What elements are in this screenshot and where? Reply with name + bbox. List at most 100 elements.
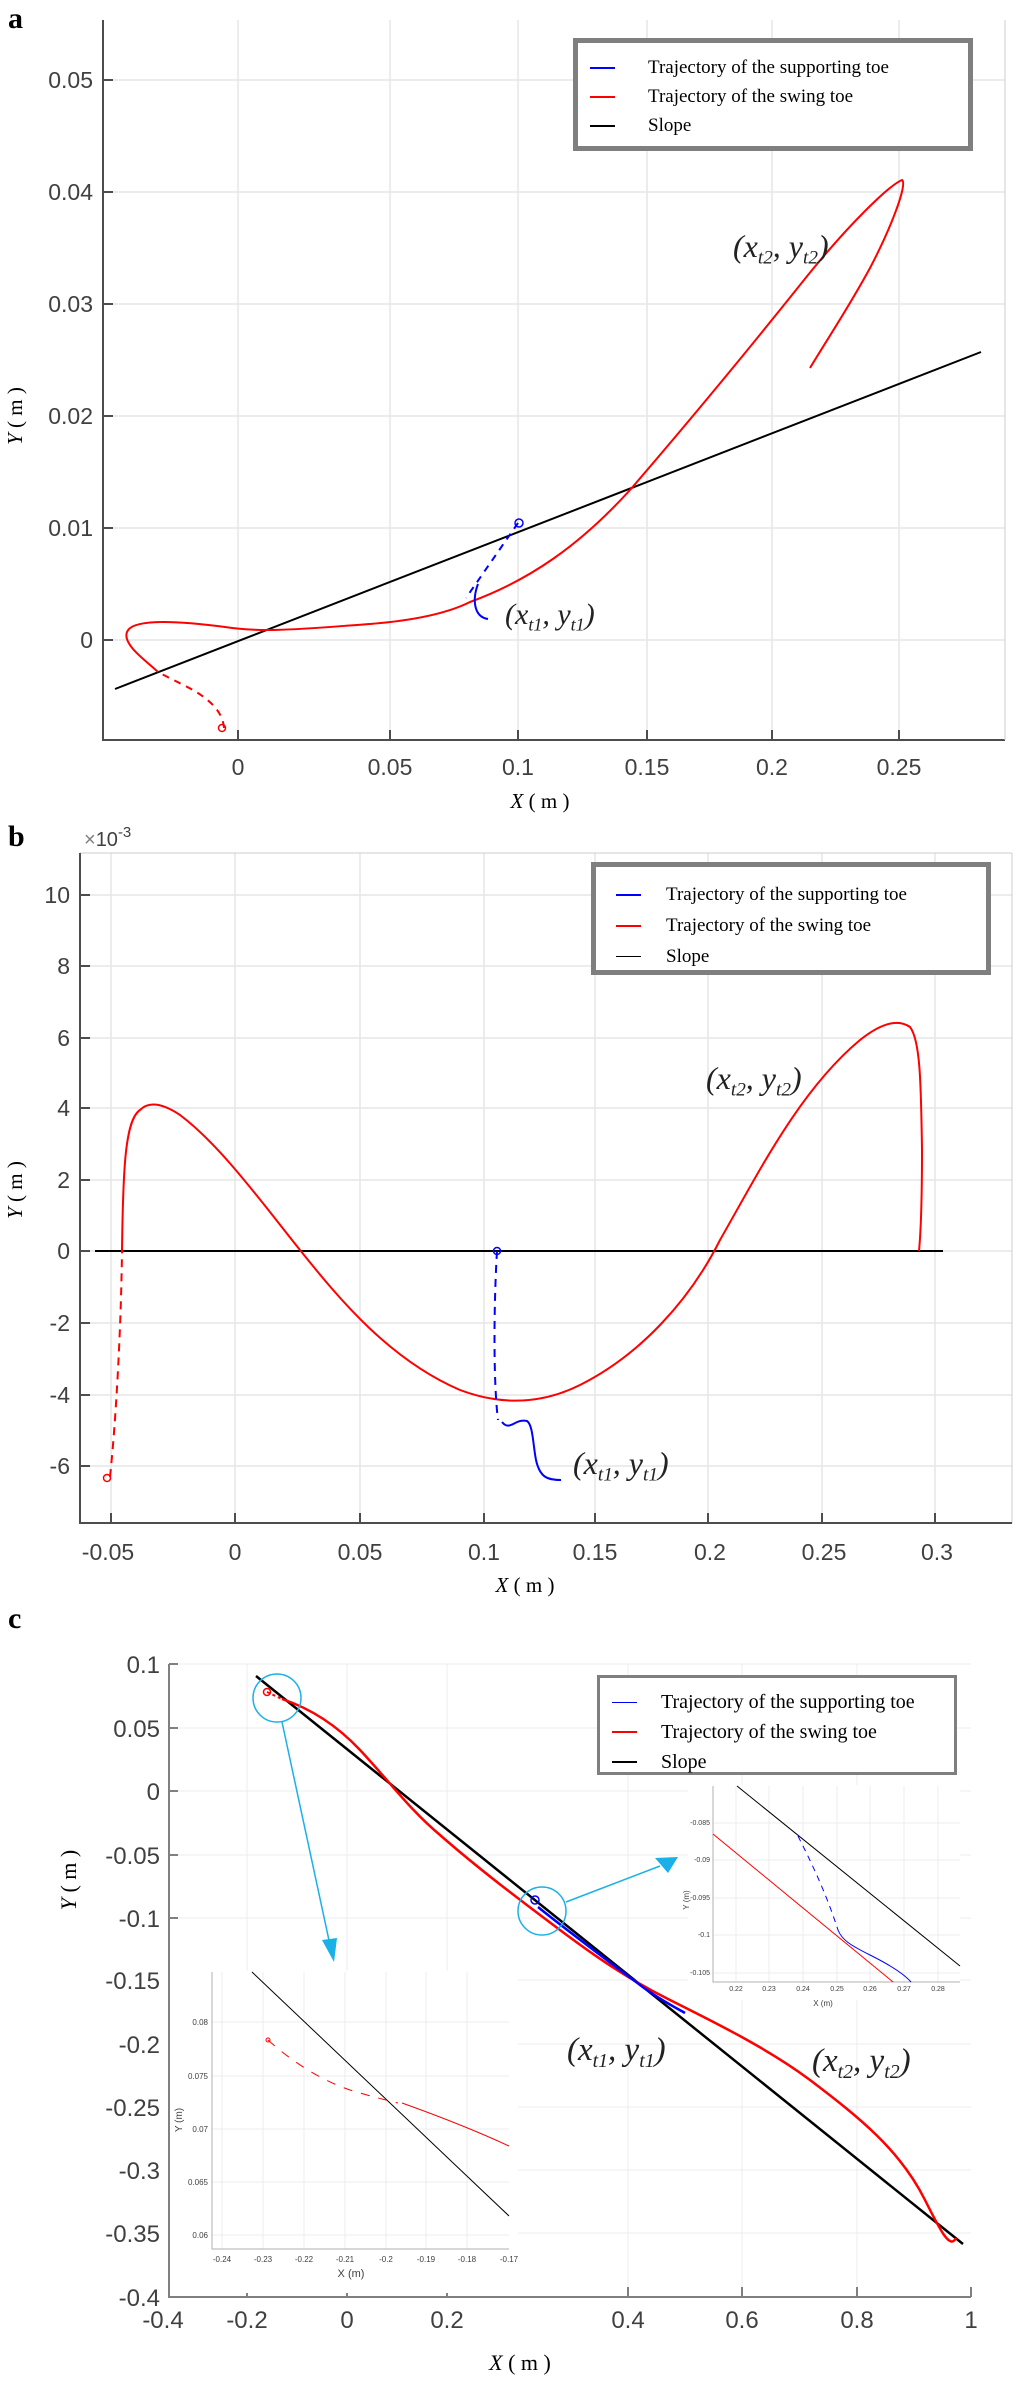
svg-text:0.05: 0.05 xyxy=(368,754,413,780)
callout-arrowhead-right-icon xyxy=(655,1857,678,1873)
svg-text:0.15: 0.15 xyxy=(625,754,670,780)
svg-text:8: 8 xyxy=(57,953,70,979)
legend-a: Trajectory of the supporting toe Traject… xyxy=(573,38,973,151)
y-exponent-b: ××1010-3 xyxy=(84,824,131,851)
slope-line-a xyxy=(114,351,982,690)
svg-text:-0.05: -0.05 xyxy=(82,1539,134,1565)
swing-swatch xyxy=(590,95,615,98)
annotation-t1-a: (xt1, yt1) xyxy=(505,598,595,635)
svg-text:0.05: 0.05 xyxy=(48,67,93,93)
svg-text:-0.4: -0.4 xyxy=(119,2285,160,2312)
svg-text:10: 10 xyxy=(44,882,70,908)
svg-text:0.8: 0.8 xyxy=(840,2307,873,2334)
svg-text:-0.09: -0.09 xyxy=(694,1857,710,1864)
swing-dashed-b xyxy=(109,1250,123,1478)
svg-text:-0.35: -0.35 xyxy=(105,2221,160,2248)
svg-text:-6: -6 xyxy=(50,1453,70,1479)
supporting-dashed-b xyxy=(493,1250,499,1421)
callout-arrowhead-left-icon xyxy=(322,1938,337,1962)
swing-solid-a xyxy=(125,178,905,673)
slope-swatch xyxy=(616,956,641,957)
svg-text:0: 0 xyxy=(147,1779,160,1806)
svg-text:-0.1: -0.1 xyxy=(698,1932,710,1939)
x-tick-labels-a: 0 0.05 0.1 0.15 0.2 0.25 xyxy=(232,754,922,780)
annotation-t1-b: (xt1, yt1) xyxy=(573,1445,669,1486)
supporting-marker-c xyxy=(530,1895,540,1905)
svg-text:2: 2 xyxy=(57,1167,70,1193)
axes-a xyxy=(102,20,1006,741)
svg-text:0.04: 0.04 xyxy=(48,179,93,205)
svg-text:0: 0 xyxy=(229,1539,242,1565)
callout-circle-left xyxy=(252,1673,302,1723)
svg-text:-0.24: -0.24 xyxy=(213,2255,232,2264)
svg-text:0.27: 0.27 xyxy=(897,1986,911,1993)
svg-text:0.26: 0.26 xyxy=(863,1986,877,1993)
svg-text:-0.2: -0.2 xyxy=(226,2307,267,2334)
inset-right: -0.085 -0.09 -0.095 -0.1 -0.105 0.22 0.2… xyxy=(682,1785,961,2008)
svg-text:0.03: 0.03 xyxy=(48,291,93,317)
svg-text:0.05: 0.05 xyxy=(113,1716,160,1743)
supporting-marker-b xyxy=(492,1246,502,1256)
x-axis-title-a: X ( m ) xyxy=(510,789,570,813)
swing-dashed-c xyxy=(266,1691,283,1700)
supporting-swatch xyxy=(616,893,641,896)
x-tick-labels-c: -0.4 -0.2 0 0.2 0.4 0.6 0.8 1 xyxy=(142,2307,977,2334)
svg-text:0.02: 0.02 xyxy=(48,403,93,429)
supporting-solid-b xyxy=(501,1419,562,1481)
svg-text:0.06: 0.06 xyxy=(192,2231,208,2240)
annotation-t1-c: (xt1, yt1) xyxy=(567,2032,666,2072)
swing-start-marker-b xyxy=(102,1473,112,1483)
svg-text:0.28: 0.28 xyxy=(931,1986,945,1993)
svg-text:0.065: 0.065 xyxy=(188,2178,209,2187)
svg-text:0.6: 0.6 xyxy=(725,2307,758,2334)
svg-text:-0.18: -0.18 xyxy=(458,2255,477,2264)
legend-c: Trajectory of the supporting toe Traject… xyxy=(597,1675,957,1775)
svg-text:0.1: 0.1 xyxy=(468,1539,500,1565)
annotation-t2-b: (xt2, yt2) xyxy=(706,1060,802,1101)
swing-dashed-a xyxy=(157,671,225,729)
svg-text:0.22: 0.22 xyxy=(729,1986,743,1993)
svg-text:0: 0 xyxy=(340,2307,353,2334)
legend-item-swing: Trajectory of the swing toe xyxy=(590,82,968,111)
inset-left: 0.08 0.075 0.07 0.065 0.06 -0.24 -0.23 -… xyxy=(170,1971,519,2293)
y-axis-title-c: Y ( m ) xyxy=(56,1850,81,1911)
svg-text:-0.3: -0.3 xyxy=(119,2158,160,2185)
svg-text:0: 0 xyxy=(57,1238,70,1264)
legend-b: Trajectory of the supporting toe Traject… xyxy=(591,862,991,975)
grid-a xyxy=(103,20,1005,740)
panel-label-b: b xyxy=(8,820,25,853)
panel-a: a 0.05 0.04 0.03 0. xyxy=(0,0,1025,820)
svg-text:0.25: 0.25 xyxy=(830,1986,844,1993)
svg-text:0.25: 0.25 xyxy=(802,1539,847,1565)
svg-text:0.07: 0.07 xyxy=(192,2125,208,2134)
legend-item-swing: Trajectory of the swing toe xyxy=(616,910,986,941)
chart-a: 0.05 0.04 0.03 0.02 0.01 0 0 0.05 0.1 0.… xyxy=(3,20,1006,813)
svg-text:-0.085: -0.085 xyxy=(690,1820,710,1827)
y-tick-labels-c: 0.1 0.05 0 -0.05 -0.1 -0.15 -0.2 -0.25 -… xyxy=(105,1652,160,2312)
chart-c: 0.1 0.05 0 -0.05 -0.1 -0.15 -0.2 -0.25 -… xyxy=(56,1652,978,2375)
legend-item-supporting: Trajectory of the supporting toe xyxy=(612,1687,954,1717)
svg-text:-0.25: -0.25 xyxy=(105,2095,160,2122)
svg-text:-0.2: -0.2 xyxy=(379,2255,393,2264)
y-tick-labels-b: 10 8 6 4 2 0 -2 -4 -6 xyxy=(44,882,70,1479)
svg-text:X (m): X (m) xyxy=(338,2268,365,2280)
legend-item-slope: Slope xyxy=(590,111,968,140)
svg-text:X (m): X (m) xyxy=(813,1999,833,2008)
supporting-swatch xyxy=(590,66,615,69)
svg-text:0.15: 0.15 xyxy=(573,1539,618,1565)
svg-text:-0.105: -0.105 xyxy=(690,1970,710,1977)
swing-solid-b xyxy=(121,1021,924,1402)
legend-item-slope: Slope xyxy=(612,1747,954,1777)
svg-text:0.08: 0.08 xyxy=(192,2018,208,2027)
svg-text:0.25: 0.25 xyxy=(877,754,922,780)
svg-text:0.075: 0.075 xyxy=(188,2072,209,2081)
svg-text:-0.19: -0.19 xyxy=(417,2255,436,2264)
callout-arrow-left xyxy=(281,1721,331,1946)
y-tick-labels-a: 0.05 0.04 0.03 0.02 0.01 0 xyxy=(48,67,93,653)
svg-text:0.2: 0.2 xyxy=(430,2307,463,2334)
swing-swatch xyxy=(612,1731,637,1733)
svg-text:1: 1 xyxy=(964,2307,977,2334)
x-axis-title-b: X ( m ) xyxy=(495,1573,555,1597)
annotation-t2-a: (xt2, yt2) xyxy=(733,228,829,269)
svg-text:0.4: 0.4 xyxy=(611,2307,644,2334)
